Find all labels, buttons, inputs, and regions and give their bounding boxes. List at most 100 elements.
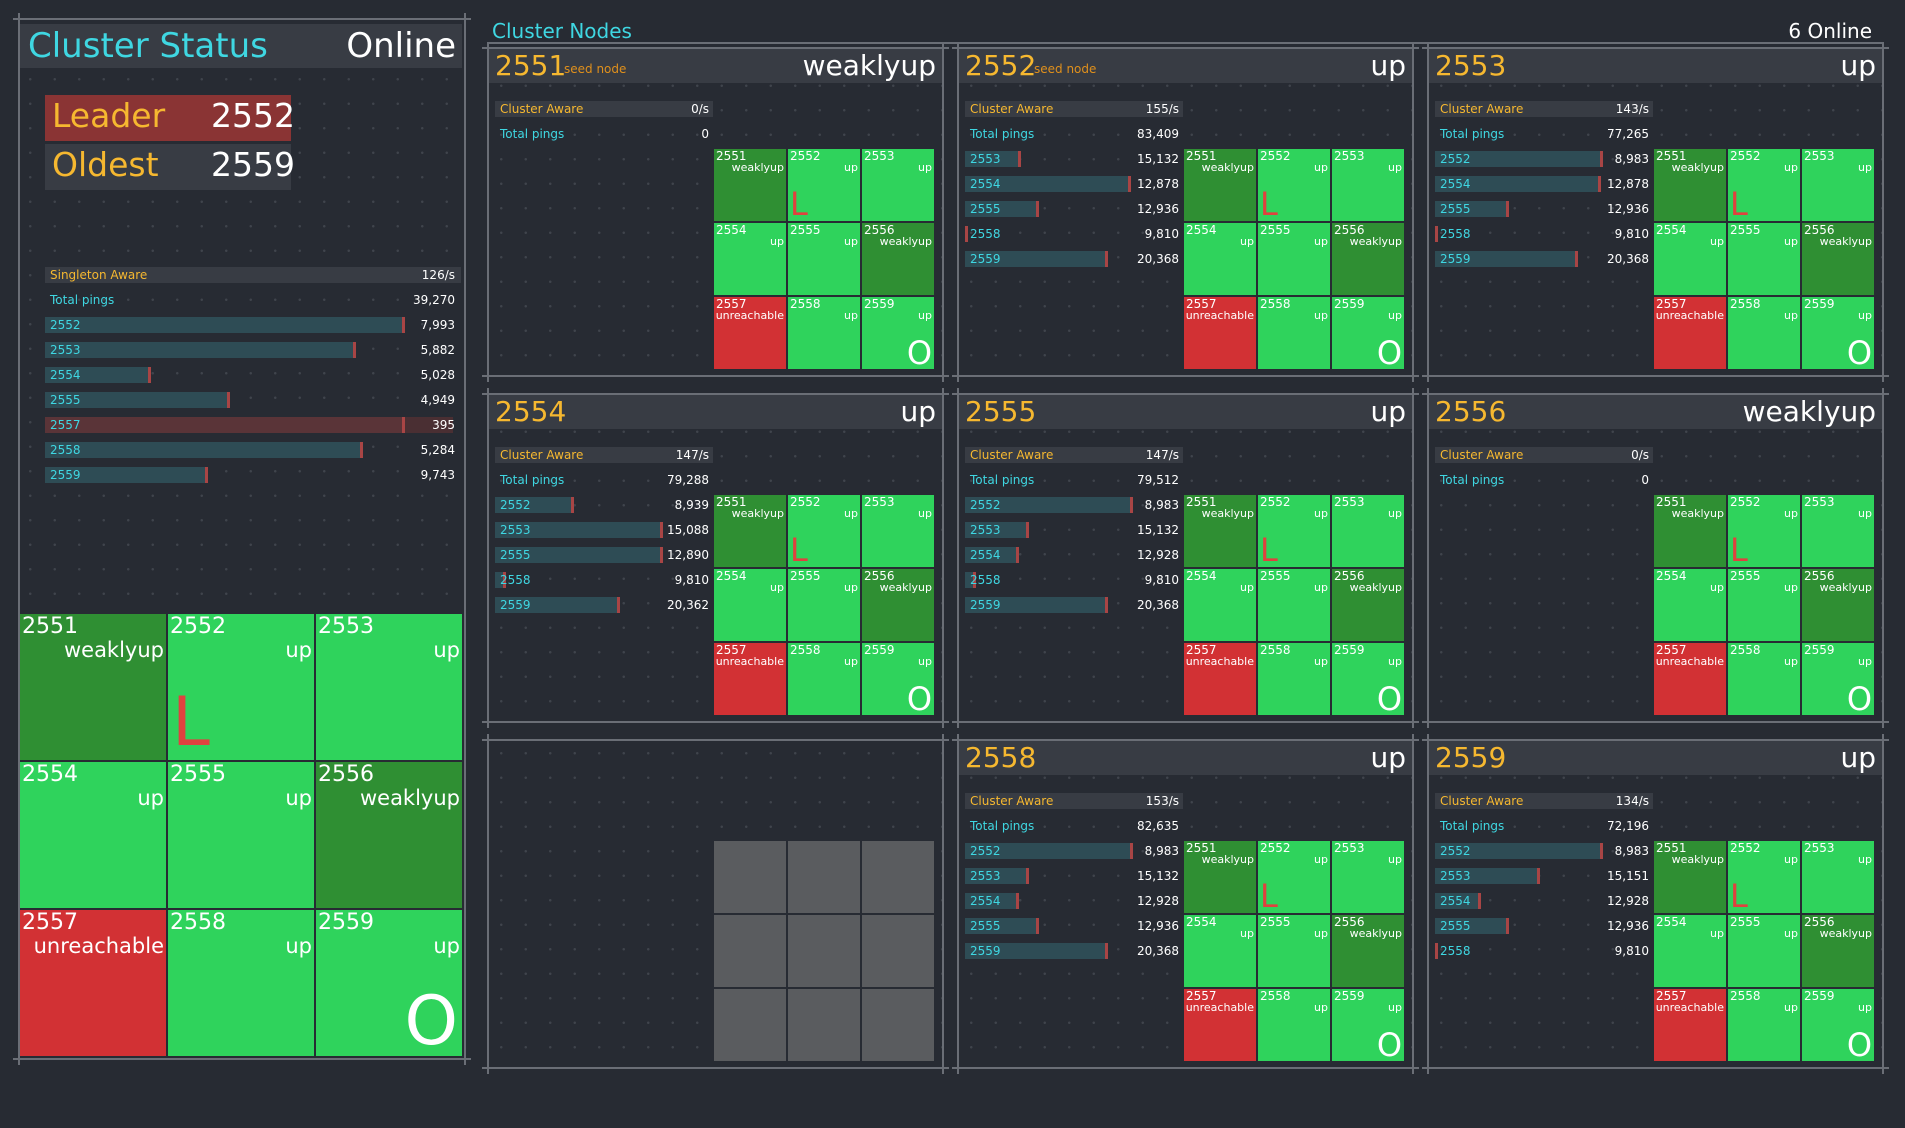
node-tile[interactable]: 2558 up	[1258, 643, 1330, 715]
node-tile[interactable]: 2553 up	[1802, 495, 1874, 567]
node-tile[interactable]: 2556 weaklyup	[1802, 569, 1874, 641]
node-tile[interactable]: 2556 weaklyup	[1332, 223, 1404, 295]
total-pings-label: Total pings	[1440, 473, 1505, 487]
node-tile[interactable]: 2553 up	[1332, 495, 1404, 567]
node-tile[interactable]: 2559 up O	[1802, 643, 1874, 715]
node-tile[interactable]: 2557 unreachable	[1654, 643, 1726, 715]
node-tile[interactable]: 2558 up	[788, 297, 860, 369]
card-node-id: 2556	[1435, 395, 1507, 428]
node-tile[interactable]: 2557 unreachable	[1184, 297, 1256, 369]
node-tile[interactable]: 2551 weaklyup	[1654, 841, 1726, 913]
node-tile[interactable]: 2557 unreachable	[714, 643, 786, 715]
node-tile[interactable]: 2555 up	[168, 762, 314, 908]
node-tile[interactable]: 2559 up O	[1332, 297, 1404, 369]
node-tile[interactable]: 2553 up	[316, 614, 462, 760]
node-tile[interactable]: 2558 up	[1728, 643, 1800, 715]
node-tile[interactable]: 2559 up O	[1332, 643, 1404, 715]
node-tile[interactable]: 2555 up	[1728, 223, 1800, 295]
ping-row: 2553 15,132	[965, 149, 1183, 169]
node-tile[interactable]: 2556 weaklyup	[1332, 915, 1404, 987]
tile-node-id: 2559	[1334, 643, 1365, 657]
node-tile[interactable]: 2553 up	[1802, 149, 1874, 221]
node-tile[interactable]: 2556 weaklyup	[1802, 223, 1874, 295]
node-tile[interactable]: 2554 up	[1184, 223, 1256, 295]
node-tile[interactable]: 2552 up L	[788, 149, 860, 221]
node-tile[interactable]: 2551 weaklyup	[1654, 149, 1726, 221]
node-tile[interactable]: 2552 up L	[1728, 841, 1800, 913]
node-tile[interactable]: 2552 up L	[168, 614, 314, 760]
node-tile[interactable]: 2554 up	[714, 569, 786, 641]
node-tile[interactable]: 2557 unreachable	[1654, 989, 1726, 1061]
ping-value: 9,810	[674, 573, 709, 587]
node-tile[interactable]: 2557 unreachable	[20, 910, 166, 1056]
node-tile[interactable]: 2557 unreachable	[1654, 297, 1726, 369]
node-tile[interactable]: 2553 up	[862, 149, 934, 221]
node-tile[interactable]: 2554 up	[1654, 569, 1726, 641]
node-tile[interactable]: 2559 up O	[316, 910, 462, 1056]
node-tile[interactable]: 2551 weaklyup	[714, 495, 786, 567]
node-tile[interactable]: 2555 up	[1258, 223, 1330, 295]
ping-bar	[495, 597, 617, 613]
ping-value: 15,132	[1137, 152, 1179, 166]
ping-bar-tick	[1506, 201, 1509, 217]
node-tile[interactable]: 2551 weaklyup	[1654, 495, 1726, 567]
node-tile[interactable]: 2553 up	[862, 495, 934, 567]
frame-edge	[487, 734, 489, 1074]
node-tile[interactable]: 2555 up	[788, 223, 860, 295]
ping-row: 2558 9,810	[965, 224, 1183, 244]
node-tile[interactable]: 2556 weaklyup	[316, 762, 462, 908]
node-tile[interactable]: 2558 up	[168, 910, 314, 1056]
tile-node-id: 2556	[1334, 569, 1365, 583]
node-tile[interactable]: 2557 unreachable	[1184, 643, 1256, 715]
node-tile[interactable]: 2558 up	[1258, 297, 1330, 369]
node-tile[interactable]: 2552 up L	[1258, 495, 1330, 567]
node-tile[interactable]: 2556 weaklyup	[1802, 915, 1874, 987]
node-tile[interactable]: 2552 up L	[788, 495, 860, 567]
ping-value: 12,936	[1137, 202, 1179, 216]
node-tile[interactable]: 2551 weaklyup	[20, 614, 166, 760]
node-tile[interactable]: 2551 weaklyup	[1184, 495, 1256, 567]
node-tile[interactable]: 2553 up	[1802, 841, 1874, 913]
node-tile[interactable]: 2555 up	[788, 569, 860, 641]
status-node-grid: 2551 weaklyup 2552 up L 2553 up 2554 up 2555 up 255…	[20, 614, 464, 1058]
node-tile[interactable]: 2556 weaklyup	[862, 223, 934, 295]
node-tile[interactable]: 2559 up O	[862, 297, 934, 369]
node-tile[interactable]: 2551 weaklyup	[1184, 841, 1256, 913]
node-tile[interactable]: 2553 up	[1332, 841, 1404, 913]
node-tile[interactable]: 2558 up	[788, 643, 860, 715]
node-tile[interactable]: 2556 weaklyup	[1332, 569, 1404, 641]
node-tile[interactable]: 2559 up O	[1802, 297, 1874, 369]
node-tile[interactable]: 2554 up	[714, 223, 786, 295]
card-header	[1429, 49, 1882, 83]
oldest-label: Oldest	[52, 145, 159, 184]
node-tile[interactable]: 2553 up	[1332, 149, 1404, 221]
node-tile[interactable]: 2551 weaklyup	[1184, 149, 1256, 221]
node-tile[interactable]: 2555 up	[1728, 569, 1800, 641]
node-tile[interactable]: 2552 up L	[1728, 149, 1800, 221]
tile-node-id: 2554	[1186, 569, 1217, 583]
node-tile[interactable]: 2554 up	[1654, 223, 1726, 295]
node-tile[interactable]: 2557 unreachable	[1184, 989, 1256, 1061]
node-tile[interactable]: 2558 up	[1728, 989, 1800, 1061]
node-tile[interactable]: 2554 up	[1184, 915, 1256, 987]
node-tile[interactable]: 2558 up	[1258, 989, 1330, 1061]
tile-node-id: 2556	[1334, 915, 1365, 929]
node-tile[interactable]: 2552 up L	[1728, 495, 1800, 567]
node-tile[interactable]: 2556 weaklyup	[862, 569, 934, 641]
node-tile[interactable]: 2552 up L	[1258, 149, 1330, 221]
node-tile[interactable]: 2554 up	[20, 762, 166, 908]
node-tile[interactable]: 2557 unreachable	[714, 297, 786, 369]
node-tile[interactable]: 2559 up O	[1802, 989, 1874, 1061]
ping-bar	[965, 176, 1128, 192]
node-tile[interactable]: 2558 up	[1728, 297, 1800, 369]
node-tile[interactable]: 2559 up O	[862, 643, 934, 715]
node-tile[interactable]: 2554 up	[1654, 915, 1726, 987]
node-tile[interactable]: 2555 up	[1728, 915, 1800, 987]
node-tile[interactable]: 2555 up	[1258, 569, 1330, 641]
node-tile[interactable]: 2555 up	[1258, 915, 1330, 987]
node-tile[interactable]: 2559 up O	[1332, 989, 1404, 1061]
node-tile[interactable]: 2552 up L	[1258, 841, 1330, 913]
node-tile[interactable]: 2554 up	[1184, 569, 1256, 641]
ping-row: 2558 9,810	[1435, 224, 1653, 244]
node-tile[interactable]: 2551 weaklyup	[714, 149, 786, 221]
